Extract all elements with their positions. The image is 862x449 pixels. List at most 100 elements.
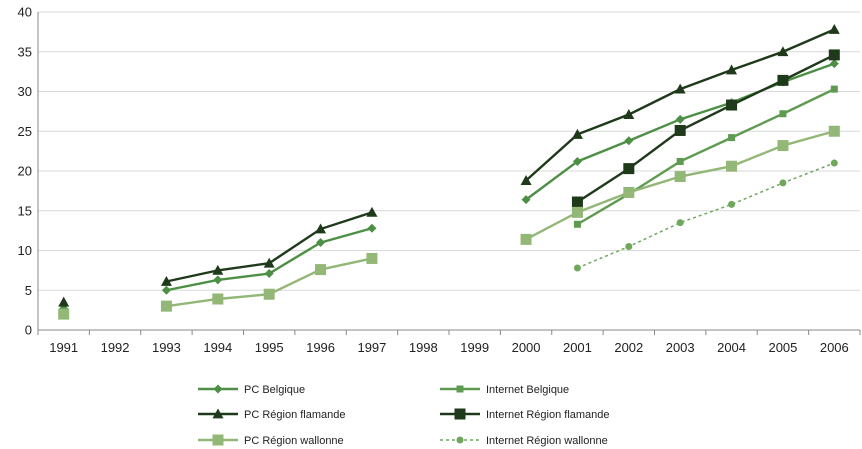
data-point-2006 (828, 23, 840, 34)
data-point-legend-4 (212, 434, 224, 446)
data-point-2000 (520, 233, 532, 245)
y-tick-label: 0 (25, 323, 32, 338)
legend-item: PC Région wallonne (198, 434, 344, 447)
data-point-2006 (828, 49, 840, 61)
data-point-legend-2 (212, 408, 224, 419)
data-point-1996 (315, 264, 327, 276)
y-tick-label: 25 (18, 124, 32, 139)
data-point-2000 (520, 175, 532, 185)
data-point-2004 (726, 99, 738, 111)
data-point-1995 (264, 269, 274, 279)
x-tick-label: 2004 (717, 340, 746, 355)
data-point-1996 (315, 223, 327, 234)
data-point-2003 (676, 157, 684, 165)
x-tick-label: 2000 (512, 340, 541, 355)
legend-item: Internet Belgique (440, 384, 569, 396)
data-point-2002 (623, 186, 635, 198)
data-point-2005 (779, 110, 787, 118)
data-point-2005 (777, 46, 789, 57)
y-tick-label: 40 (18, 5, 32, 20)
data-point-2006 (830, 85, 838, 93)
series-line (576, 53, 835, 204)
y-tick-label: 30 (18, 84, 32, 99)
data-point-2003 (674, 124, 686, 136)
data-point-2003 (674, 83, 686, 94)
data-point-2003 (674, 171, 686, 183)
data-point-2002 (623, 163, 635, 175)
series-line (576, 88, 835, 226)
y-tick-label: 35 (18, 44, 32, 59)
series-lines (58, 23, 840, 320)
data-point-1993 (160, 300, 172, 312)
data-point-2006 (830, 159, 838, 167)
data-point-2001 (573, 220, 581, 228)
x-tick-label: 2005 (768, 340, 797, 355)
data-point-1995 (263, 288, 275, 300)
legend-label: Internet Région wallonne (486, 435, 608, 447)
data-point-2001 (572, 156, 582, 166)
data-point-2004 (726, 160, 738, 172)
data-point-1993 (160, 276, 172, 286)
data-point-2003 (675, 114, 685, 124)
y-tick-label: 15 (18, 203, 32, 218)
data-point-2005 (779, 179, 787, 187)
data-point-1991 (58, 308, 70, 320)
data-point-2004 (728, 200, 736, 208)
data-point-2000 (521, 195, 531, 205)
data-point-legend-5 (456, 436, 464, 444)
data-point-legend-1 (456, 385, 464, 393)
data-point-2004 (728, 134, 736, 142)
data-point-2001 (571, 206, 583, 218)
x-tick-label: 2003 (666, 340, 695, 355)
axes: 0 5 10 15 20 25 30 35 40 1991 1992 1993 1994 1995 1996… (18, 5, 861, 355)
data-point-1995 (263, 257, 275, 268)
data-point-2001 (573, 264, 581, 272)
x-tick-label: 2001 (563, 340, 592, 355)
x-tick-label: 2006 (820, 340, 849, 355)
legend-item: Internet Région flamande (440, 408, 610, 421)
data-point-2002 (625, 243, 633, 251)
x-tick-label: 1998 (409, 340, 438, 355)
x-tick-label: 1996 (306, 340, 335, 355)
series-line (577, 162, 835, 269)
series-internet-belgique (573, 85, 838, 228)
x-tick-label: 2002 (614, 340, 643, 355)
series-pc-r-gion-wallonne (58, 125, 840, 320)
data-point-2001 (571, 196, 583, 208)
legend-label: PC Région flamande (244, 409, 346, 421)
data-point-1994 (212, 264, 224, 275)
data-point-2004 (726, 64, 738, 75)
y-tick-label: 10 (18, 243, 32, 258)
data-point-2005 (777, 140, 789, 152)
data-point-2002 (624, 136, 634, 146)
legend-item: PC Belgique (198, 384, 305, 396)
data-point-1997 (366, 252, 378, 264)
data-point-2006 (829, 59, 839, 69)
legend-label: Internet Belgique (486, 384, 569, 396)
x-tick-label: 1995 (255, 340, 284, 355)
data-point-2001 (571, 128, 583, 139)
data-point-1996 (316, 238, 326, 248)
legend-item: Internet Région wallonne (440, 435, 608, 447)
legend-label: PC Belgique (244, 384, 305, 396)
legend-item: PC Région flamande (198, 408, 346, 421)
series-internet-r-gion-flamande (571, 49, 840, 208)
legend-label: Internet Région flamande (486, 409, 610, 421)
x-tick-label: 1993 (152, 340, 181, 355)
data-point-2006 (828, 125, 840, 137)
legend: PC Belgique Internet Belgique PC Région fl… (198, 384, 610, 447)
data-point-legend-3 (454, 408, 466, 420)
data-point-1994 (213, 275, 223, 285)
y-tick-label: 5 (25, 283, 32, 298)
data-point-1997 (367, 223, 377, 233)
data-point-2005 (777, 74, 789, 86)
x-tick-label: 1991 (49, 340, 78, 355)
data-point-1993 (161, 285, 171, 295)
data-point-legend-0 (213, 384, 223, 394)
series-pc-r-gion-flamande (58, 23, 840, 307)
data-point-2002 (623, 109, 635, 119)
data-point-1997 (366, 206, 378, 217)
x-tick-label: 1997 (357, 340, 386, 355)
series-internet-r-gion-wallonne (573, 159, 838, 272)
